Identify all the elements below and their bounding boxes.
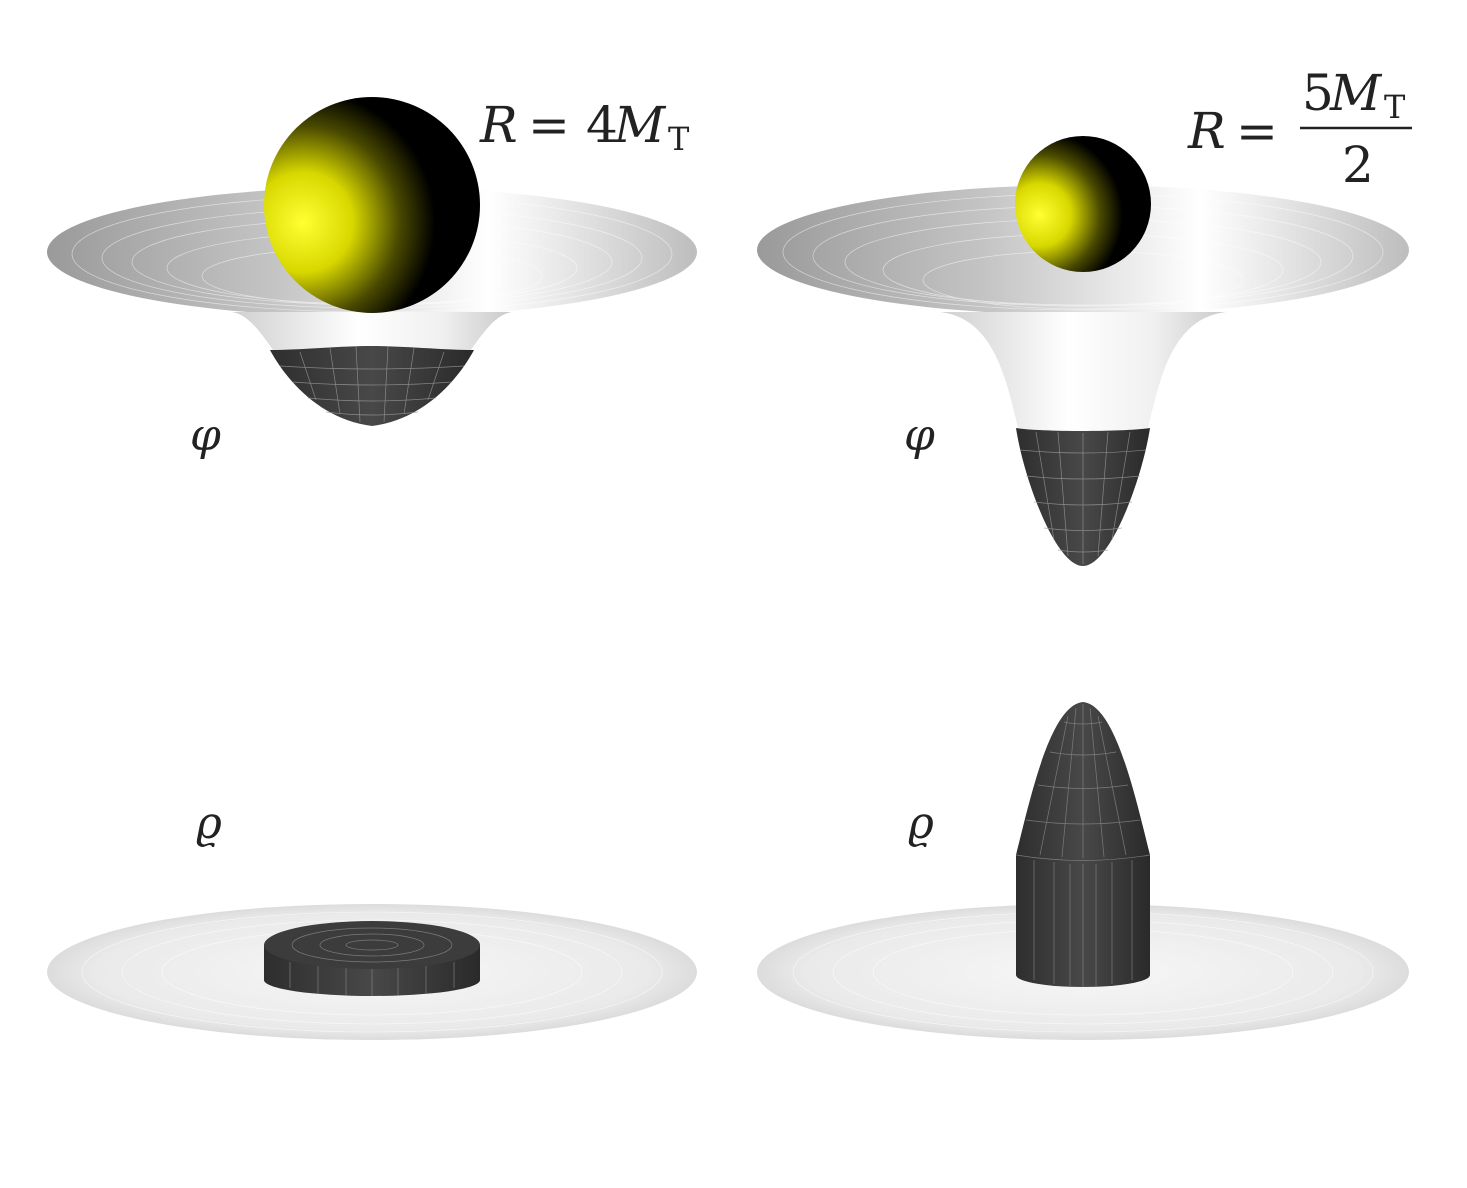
density-label-left: ϱ — [196, 798, 222, 849]
density-label-right: ϱ — [908, 798, 934, 849]
radius-label-left: R = 4 M T — [479, 96, 690, 158]
radius-coef-left: 4 — [586, 96, 618, 154]
panel-right: R = 5 M T 2 φ ϱ — [757, 64, 1412, 1040]
potential-well-bottom-left — [270, 346, 474, 426]
density-surface-right — [757, 702, 1409, 1040]
star-sphere-left — [264, 97, 480, 313]
potential-label-left: φ — [190, 410, 221, 461]
radius-eq-left: = — [528, 96, 570, 154]
radius-subscript-left: T — [668, 120, 690, 158]
radius-numerator-coef-right: 5 — [1302, 64, 1334, 122]
radius-label-right: R = 5 M T 2 — [1187, 64, 1412, 194]
radius-mass-right: M — [1329, 64, 1383, 122]
radius-lhs-right: R — [1187, 102, 1226, 160]
density-cylinder-top-left — [264, 921, 480, 969]
radius-eq-right: = — [1236, 102, 1278, 160]
panel-left: R = 4 M T φ ϱ — [47, 96, 697, 1040]
potential-surface-right — [757, 185, 1409, 566]
star-sphere-right — [1015, 136, 1151, 272]
radius-denominator-right: 2 — [1342, 136, 1374, 194]
density-surface-left — [47, 904, 697, 1040]
radius-mass-left: M — [613, 96, 667, 154]
radius-subscript-right: T — [1384, 88, 1406, 126]
potential-label-right: φ — [904, 410, 935, 461]
radius-lhs-left: R — [479, 96, 518, 154]
